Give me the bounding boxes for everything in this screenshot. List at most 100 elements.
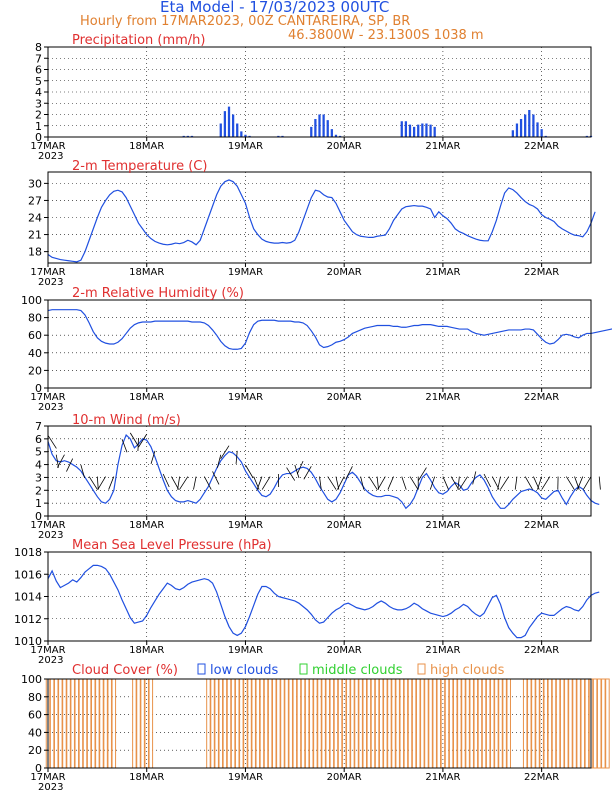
wind-barb — [327, 476, 337, 490]
wind-barb — [235, 450, 238, 464]
ytick-label: 3 — [35, 97, 42, 110]
wind-barb — [121, 439, 128, 453]
high-cloud-bar — [444, 678, 450, 769]
wind-barb — [442, 476, 449, 490]
high-cloud-bar — [551, 678, 557, 769]
high-cloud-bar — [506, 678, 511, 769]
wind-barb — [457, 476, 460, 490]
high-cloud-bar — [415, 678, 421, 769]
high-cloud-bar — [559, 678, 565, 769]
high-cloud-bar — [535, 678, 540, 769]
panel-title: Precipitation (mm/h) — [72, 33, 205, 48]
high-cloud-bar — [473, 678, 479, 769]
wind-barb — [245, 464, 254, 479]
year-label: 2023 — [38, 277, 63, 288]
high-cloud-bar — [325, 678, 330, 769]
high-cloud-bar — [498, 678, 503, 769]
precip-bar — [338, 135, 342, 137]
wind-barb — [577, 476, 584, 490]
wind-barb — [256, 476, 263, 490]
wind-barb — [450, 476, 460, 490]
high-cloud-bar — [214, 678, 219, 769]
mslp-line — [47, 564, 600, 639]
precip-bar — [421, 123, 424, 137]
precip-bar — [240, 131, 243, 137]
xtick-label: 20MAR — [327, 141, 362, 152]
precip-bar — [417, 124, 420, 137]
precip-bar — [244, 134, 247, 137]
high-cloud-bar — [378, 678, 384, 769]
wind-barb — [66, 458, 74, 472]
high-cloud-bar — [218, 678, 224, 769]
high-cloud-bar — [457, 678, 462, 769]
xtick-label: 21MAR — [425, 267, 460, 278]
wind-barb — [541, 476, 551, 490]
high-cloud-bar — [136, 678, 141, 769]
xtick-label: 17MAR — [30, 392, 65, 403]
ytick-label: 27 — [28, 194, 42, 207]
xtick-label: 21MAR — [425, 520, 460, 531]
ytick-label: 8 — [35, 41, 42, 54]
high-cloud-bar — [132, 678, 137, 769]
ytick-label: 1014 — [14, 591, 42, 604]
high-cloud-bar — [247, 678, 252, 769]
wind-barb — [497, 476, 501, 490]
high-cloud-bar — [527, 678, 532, 769]
wind-barb — [429, 476, 436, 490]
xtick-label: 18MAR — [129, 141, 164, 152]
high-cloud-bar — [568, 678, 573, 769]
wind-barb — [472, 471, 477, 485]
high-cloud-bar — [99, 678, 104, 769]
year-label: 2023 — [38, 655, 63, 666]
precip-bar — [519, 119, 523, 137]
high-cloud-bar — [313, 678, 318, 769]
wind-barb — [360, 476, 365, 490]
wind-barb — [203, 476, 212, 490]
panel-frame — [47, 678, 592, 769]
panel-title: 2-m Relative Humidity (%) — [72, 286, 244, 301]
high-cloud-bar — [555, 678, 561, 769]
wind-barb — [177, 476, 181, 490]
wind-barb — [294, 464, 300, 479]
legend-swatch — [417, 663, 426, 675]
high-cloud-bar — [280, 678, 285, 769]
xtick-label: 22MAR — [524, 267, 559, 278]
wind-barb — [138, 433, 148, 448]
ytick-label: 0 — [35, 762, 42, 775]
high-cloud-bar — [354, 678, 359, 769]
precip-bar — [248, 135, 251, 137]
wind-barb — [171, 476, 180, 490]
high-cloud-bar — [251, 678, 256, 769]
high-cloud-bar — [346, 678, 351, 769]
high-cloud-bar — [572, 678, 577, 769]
precip-bar — [330, 129, 333, 137]
high-cloud-bar — [86, 678, 92, 769]
xtick-label: 20MAR — [327, 520, 362, 531]
high-cloud-bar — [317, 678, 322, 769]
xtick-label: 22MAR — [524, 141, 559, 152]
wind-barb — [409, 476, 419, 490]
high-cloud-bar — [605, 678, 610, 769]
high-cloud-bar — [58, 678, 63, 769]
high-cloud-bar — [407, 678, 413, 769]
wind-barb — [376, 476, 379, 490]
precip-bar — [334, 134, 338, 137]
precip-bar — [433, 126, 436, 137]
wind-barb — [216, 454, 222, 468]
year-label: 2023 — [38, 402, 63, 413]
wind-barb — [524, 476, 533, 490]
wind-barb — [137, 437, 139, 452]
wind-barb — [129, 432, 139, 447]
precip-bar — [326, 120, 329, 137]
ytick-label: 6 — [35, 64, 42, 77]
ytick-label: 80 — [28, 691, 42, 704]
panel-rh: 0 20 40 60 80 100 17MAR 18MAR 19MAR 20MAR 21MAR 22M… — [21, 286, 612, 413]
precip-bar — [429, 124, 432, 137]
high-cloud-bar — [103, 678, 108, 769]
ytick-label: 4 — [35, 459, 42, 472]
high-cloud-bar — [601, 678, 606, 769]
high-cloud-bar — [140, 678, 145, 769]
xtick-label: 17MAR — [30, 520, 65, 531]
panel-title: 2-m Temperature (C) — [72, 159, 207, 174]
